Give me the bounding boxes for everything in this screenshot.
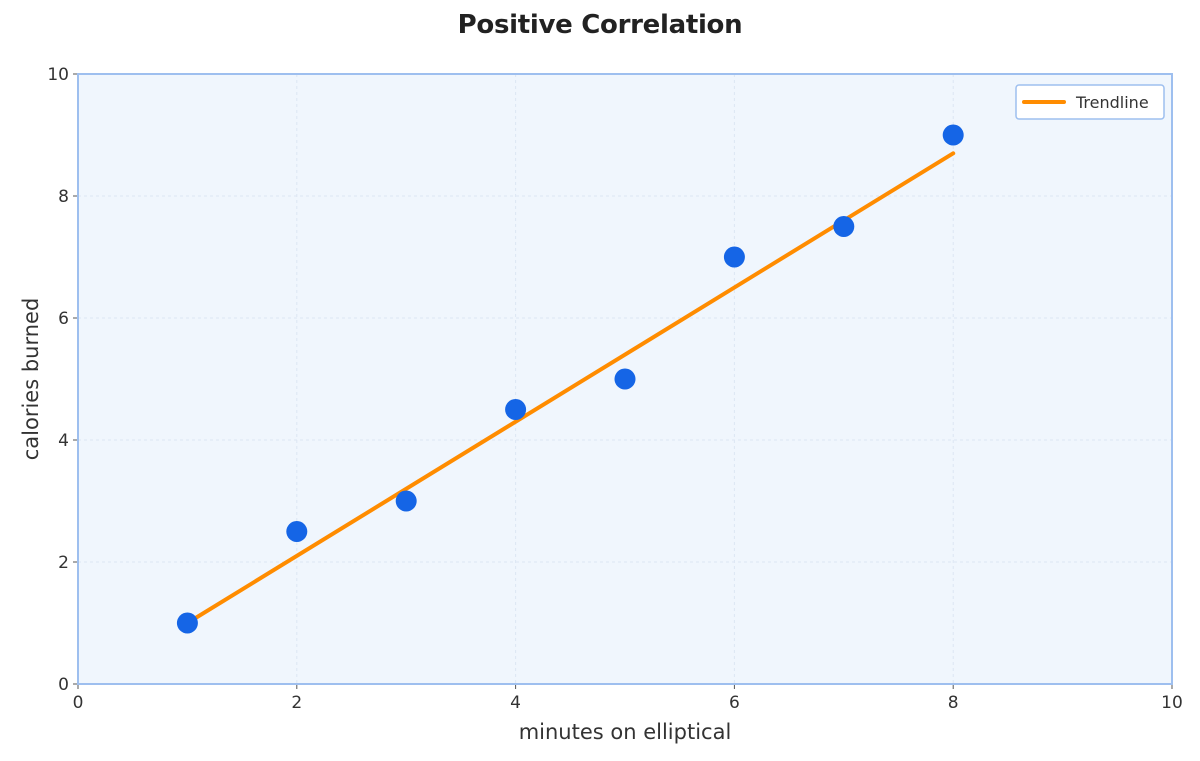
x-tick-label: 2 [291,693,302,713]
scatter-point [395,490,417,512]
series [176,124,964,634]
y-tick-label: 2 [58,553,69,573]
scatter-point [614,368,636,390]
scatter-point [942,124,964,146]
y-tick-label: 0 [58,675,69,695]
y-tick-label: 4 [58,431,69,451]
scatter-point [286,521,308,542]
grid [78,74,1172,684]
scatter-point [176,612,198,634]
y-axis-label: calories burned [19,298,43,461]
y-tick-label: 10 [47,65,69,85]
trendline [185,151,956,625]
legend-box [1015,84,1165,120]
scatter-point [505,399,527,420]
legend-label-trendline: Trendline [1075,93,1149,112]
x-axis-label: minutes on elliptical [519,720,732,744]
x-tick-label: 6 [729,693,740,713]
scatter-point [833,216,855,237]
plot-frame [77,73,1173,685]
y-tick-label: 6 [58,309,69,329]
x-tick-label: 0 [73,693,84,713]
x-tick-label: 4 [510,693,521,713]
legend: Trendline [1015,84,1165,120]
x-tick-label: 10 [1161,693,1183,713]
y-tick-label: 8 [58,187,69,207]
scatter-point [723,246,745,268]
chart-title: Positive Correlation [457,10,743,40]
x-tick-label: 8 [948,693,959,713]
